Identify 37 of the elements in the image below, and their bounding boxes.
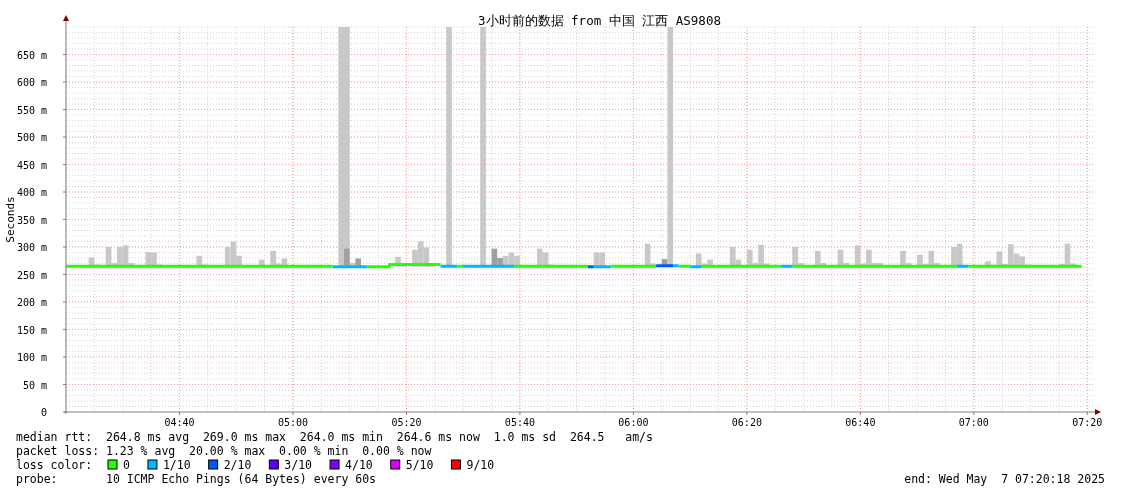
y-tick-label: 200 m bbox=[16, 297, 47, 308]
legend-label: 1/10 bbox=[162, 458, 191, 472]
chart-title: 3小时前的数据 from 中国 江西 AS9808 bbox=[478, 13, 721, 28]
legend-label: 4/10 bbox=[345, 458, 373, 472]
y-tick-label: 400 m bbox=[16, 187, 47, 198]
x-tick-label: 05:40 bbox=[504, 417, 535, 428]
legend-label: 3/10 bbox=[284, 458, 313, 472]
y-axis-title: Seconds bbox=[4, 196, 17, 243]
x-tick-label: 06:00 bbox=[618, 417, 649, 428]
y-tick-label: 600 m bbox=[16, 77, 47, 88]
legend-label: 0 bbox=[123, 458, 130, 472]
y-tick-label: 650 m bbox=[16, 49, 47, 61]
x-tick-label: 04:40 bbox=[164, 417, 195, 428]
x-tick-label: 06:20 bbox=[731, 417, 762, 428]
text: median rtt: 264.8 ms avg 269.0 ms max 264.0 ms min 264.6 ms now 1.0 ms sd 264.5 am/s bbox=[16, 430, 653, 444]
y-tick-label: 100 m bbox=[16, 352, 47, 363]
y-tick-label: 450 m bbox=[16, 159, 47, 171]
y-tick-label: 150 m bbox=[16, 324, 47, 336]
text: packet loss: 1.23 % avg 20.00 % max 0.00 % min 0.00 % now bbox=[16, 444, 432, 458]
y-tick-label: 50 m bbox=[22, 379, 47, 391]
text: end: Wed May 7 07:20:18 2025 bbox=[904, 472, 1105, 486]
y-tick-label: 550 m bbox=[16, 104, 47, 116]
legend-label: 2/10 bbox=[223, 458, 252, 472]
y-tick-label: 0 bbox=[40, 407, 47, 418]
legend-label: 9/10 bbox=[466, 458, 495, 472]
x-tick-label: 05:00 bbox=[277, 417, 309, 428]
y-tick-label: 300 m bbox=[16, 242, 47, 253]
legend-title: loss color: bbox=[16, 458, 93, 472]
x-tick-label: 05:20 bbox=[391, 417, 422, 428]
legend-label: 5/10 bbox=[405, 458, 434, 472]
text: probe: 10 ICMP Echo Pings (64 Bytes) every 60s bbox=[16, 472, 377, 486]
y-tick-label: 500 m bbox=[16, 132, 47, 143]
x-tick-label: 07:00 bbox=[958, 417, 989, 428]
x-tick-label: 07:20 bbox=[1072, 417, 1103, 428]
x-tick-label: 06:40 bbox=[845, 417, 876, 428]
y-tick-label: 350 m bbox=[16, 214, 47, 226]
y-tick-label: 250 m bbox=[16, 269, 47, 281]
